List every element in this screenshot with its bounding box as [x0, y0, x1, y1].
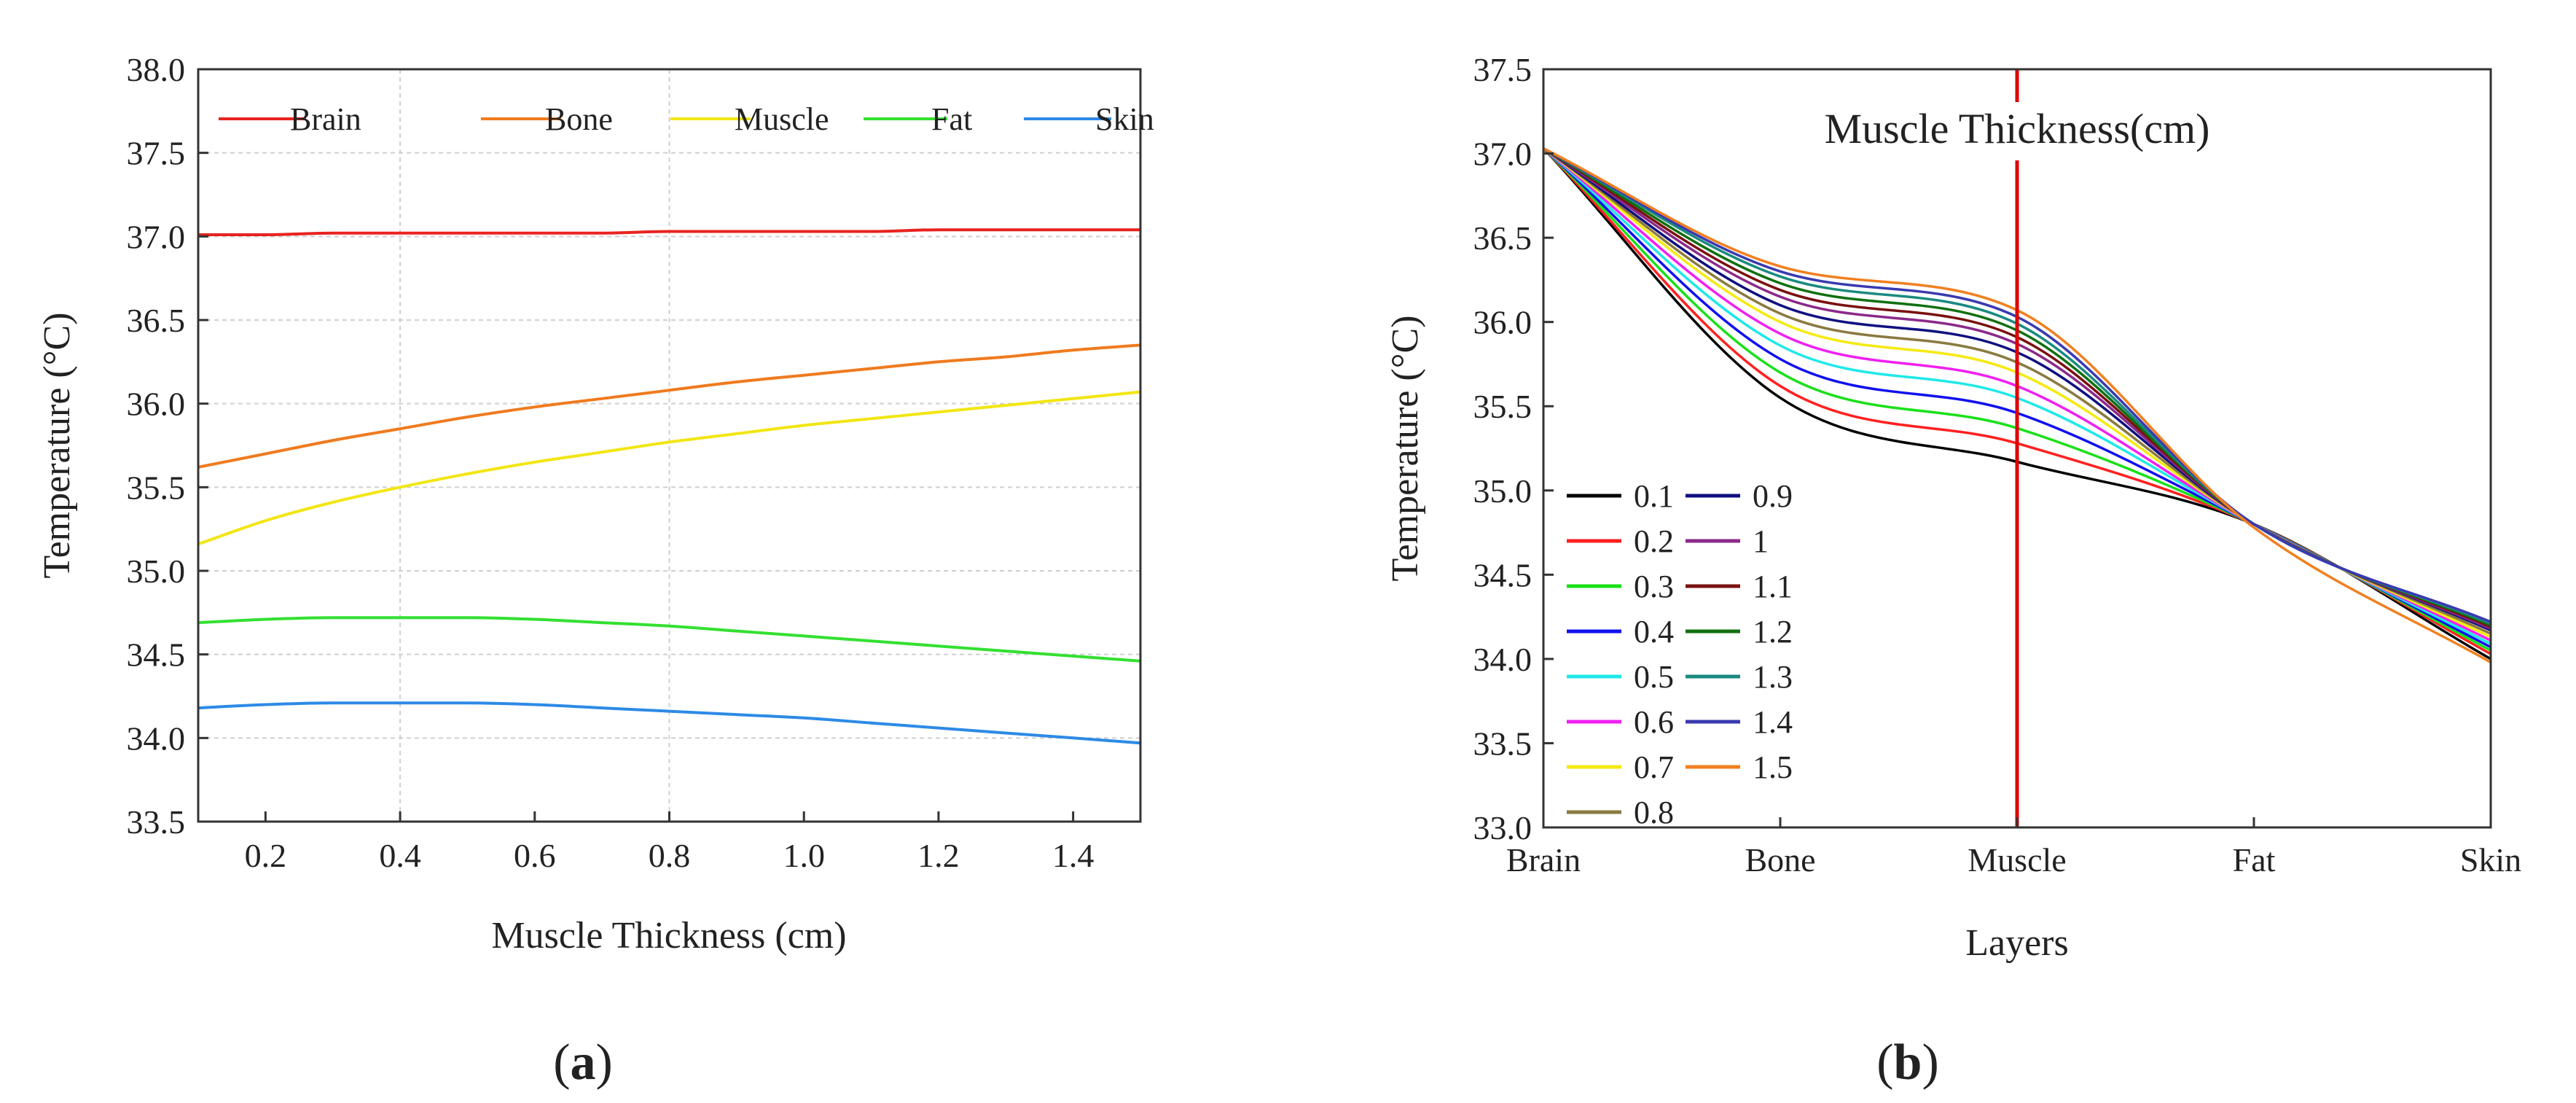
- panel-a-legend-label: Fat: [931, 101, 972, 137]
- panel-a-caption: (a): [553, 1034, 613, 1091]
- panel-b-annotation: Muscle Thickness(cm): [1825, 105, 2210, 152]
- panel-b-annotation-backdrop: [1825, 102, 2204, 160]
- panel-b-legend-label: 1.4: [1753, 704, 1793, 740]
- panel-a-y-tick-label: 36.5: [127, 302, 186, 339]
- panel-a-y-tick-label: 37.5: [127, 135, 186, 172]
- panel-b-legend-label: 1: [1753, 523, 1769, 559]
- panel-b-legend-label: 0.2: [1634, 523, 1674, 559]
- panel-a-y-tick-label: 34.0: [127, 720, 186, 757]
- panel-a-y-tick-label: 33.5: [127, 803, 186, 841]
- panel-a-y-tick-label: 34.5: [127, 636, 186, 674]
- panel-b-x-tick-label: Skin: [2460, 841, 2521, 878]
- panel-b-caption-letter: b: [1894, 1034, 1922, 1091]
- panel-a-y-tick-labels: 33.5 34.0 34.5 35.0 35.5 36.0 36.5 37.0 37.5 38.0: [127, 51, 186, 841]
- panel-b-x-tick-labels: Brain Bone Muscle Fat Skin: [1506, 841, 2521, 878]
- panel-a-x-tick-label: 0.2: [245, 837, 287, 874]
- panel-a-series-line-brain: [198, 228, 1140, 237]
- panel-b-x-tick-label: Brain: [1506, 841, 1581, 878]
- panel-a-x-tick-label: 1.2: [917, 837, 960, 874]
- panel-b-series-line-1-5: [1543, 147, 2491, 664]
- panel-b-y-axis-label: Temperature (°C): [1385, 315, 1426, 581]
- panel-a-x-axis-label: Muscle Thickness (cm): [491, 915, 846, 956]
- panel-b-y-tick-labels: 33.0 33.5 34.0 34.5 35.0 35.5 36.0 36.5 37.0 37.5: [1473, 51, 1532, 846]
- panel-a-y-tick-label: 35.0: [127, 553, 186, 590]
- panel-b-legend-label: 0.7: [1634, 749, 1674, 785]
- panel-a-x-tick-label: 0.6: [514, 837, 556, 874]
- panel-b-legend-label: 0.1: [1634, 478, 1674, 514]
- panel-a-legend-label: Bone: [545, 101, 613, 137]
- panel-a-grid: [198, 69, 1140, 822]
- panel-a-series-line-fat: [197, 616, 1141, 663]
- panel-a: 33.5 34.0 34.5 35.0 35.5 36.0 36.5 37.0 37.5 38.0…: [36, 51, 1154, 1091]
- panel-a-legend-label: Muscle: [735, 101, 829, 137]
- panel-b-y-tick-label: 34.0: [1473, 641, 1532, 678]
- panel-b-y-tick-label: 35.5: [1473, 388, 1532, 425]
- panel-a-x-tick-labels: 0.2 0.4 0.6 0.8 1.0 1.2 1.4: [245, 837, 1095, 874]
- panel-a-y-tick-label: 38.0: [127, 51, 186, 88]
- panel-b-x-tick-label: Muscle: [1968, 841, 2066, 878]
- panel-a-x-tick-label: 0.4: [379, 837, 421, 874]
- panel-a-legend-label: Brain: [290, 101, 361, 137]
- panel-b-y-tick-label: 34.5: [1473, 556, 1532, 593]
- panel-b-y-tick-label: 35.0: [1473, 472, 1532, 510]
- panel-a-ticks: [198, 68, 1075, 823]
- panel-b-caption: (b): [1876, 1034, 1939, 1091]
- panel-a-series-line-muscle: [197, 390, 1141, 546]
- panel-a-y-axis-label: Temperature (°C): [36, 312, 78, 578]
- panel-b-legend-label: 1.1: [1753, 569, 1793, 604]
- panel-a-caption-close: ): [596, 1034, 613, 1091]
- panel-b-y-tick-label: 33.0: [1473, 809, 1532, 846]
- panel-b-caption-close: ): [1922, 1034, 1938, 1091]
- panel-b-legend-label: 0.5: [1634, 659, 1674, 695]
- panel-a-caption-open: (: [553, 1034, 570, 1091]
- panel-a-x-tick-label: 1.0: [783, 837, 825, 874]
- panel-b-legend: 0.1 0.2 0.3 0.4 0.5 0.6 0.7 0.8 0.9 1 1.1 1.2 1.3 1.4…: [1567, 478, 1793, 830]
- panel-a-y-tick-label: 35.5: [127, 469, 186, 506]
- panel-b-legend-label: 0.3: [1634, 569, 1674, 604]
- panel-a-y-tick-label: 36.0: [127, 386, 186, 423]
- panel-b-legend-label: 0.4: [1634, 614, 1674, 650]
- panel-b-y-tick-label: 37.0: [1473, 136, 1532, 173]
- panel-b-legend-label: 1.2: [1753, 614, 1793, 650]
- panel-b-caption-open: (: [1876, 1034, 1893, 1091]
- panel-b-legend-label: 0.8: [1634, 795, 1674, 830]
- panel-a-x-tick-label: 0.8: [649, 837, 691, 874]
- panel-b-x-axis-label: Layers: [1965, 922, 2068, 964]
- panel-b: 33.0 33.5 34.0 34.5 35.0 35.5 36.0 36.5 37.0 37.5…: [1385, 51, 2521, 1091]
- panel-b-legend-label: 0.6: [1634, 704, 1674, 740]
- panel-a-legend-label: Skin: [1095, 101, 1154, 137]
- panel-a-series: [197, 228, 1141, 745]
- panel-a-caption-letter: a: [571, 1034, 596, 1091]
- panel-b-ticks: [1542, 68, 2492, 829]
- panel-b-legend-label: 1.3: [1753, 659, 1793, 695]
- panel-b-y-tick-label: 37.5: [1473, 51, 1532, 88]
- panel-a-series-line-bone: [197, 343, 1141, 469]
- panel-b-legend-label: 1.5: [1753, 749, 1793, 785]
- panel-b-y-tick-label: 36.0: [1473, 304, 1532, 341]
- panel-a-legend: Brain Bone Muscle Fat Skin: [219, 101, 1154, 137]
- panel-a-series-line-skin: [197, 701, 1141, 745]
- panel-b-x-tick-label: Bone: [1745, 841, 1815, 878]
- panel-a-x-tick-label: 1.4: [1052, 837, 1095, 874]
- panel-b-y-tick-label: 36.5: [1473, 219, 1532, 257]
- panel-b-legend-label: 0.9: [1753, 478, 1793, 514]
- panel-b-x-tick-label: Fat: [2233, 841, 2276, 878]
- panel-a-y-tick-label: 37.0: [127, 218, 186, 255]
- panel-b-y-tick-label: 33.5: [1473, 725, 1532, 762]
